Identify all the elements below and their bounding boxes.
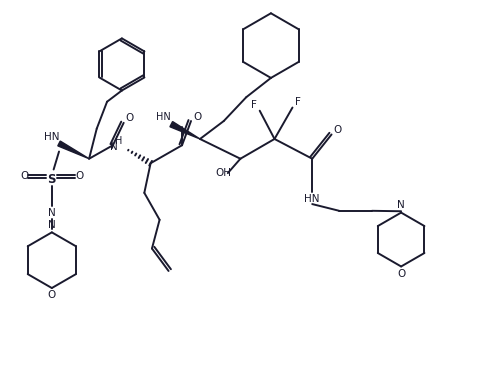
Text: O: O <box>125 113 133 123</box>
Text: O: O <box>76 171 84 181</box>
Text: N: N <box>397 200 405 210</box>
Text: HN: HN <box>304 194 319 204</box>
Text: O: O <box>334 125 342 135</box>
Text: O: O <box>20 171 28 181</box>
Text: F: F <box>251 100 257 110</box>
Polygon shape <box>170 121 200 139</box>
Text: HN: HN <box>156 113 171 123</box>
Text: N: N <box>48 220 56 230</box>
Text: S: S <box>47 173 56 186</box>
Text: N: N <box>48 208 56 218</box>
Text: HN: HN <box>44 132 59 142</box>
Text: OH: OH <box>216 168 231 178</box>
Text: O: O <box>48 290 56 300</box>
Text: O: O <box>397 268 405 279</box>
Text: N: N <box>110 142 118 152</box>
Text: F: F <box>295 97 301 107</box>
Polygon shape <box>58 141 89 159</box>
Text: O: O <box>193 111 202 121</box>
Text: H: H <box>115 136 123 146</box>
